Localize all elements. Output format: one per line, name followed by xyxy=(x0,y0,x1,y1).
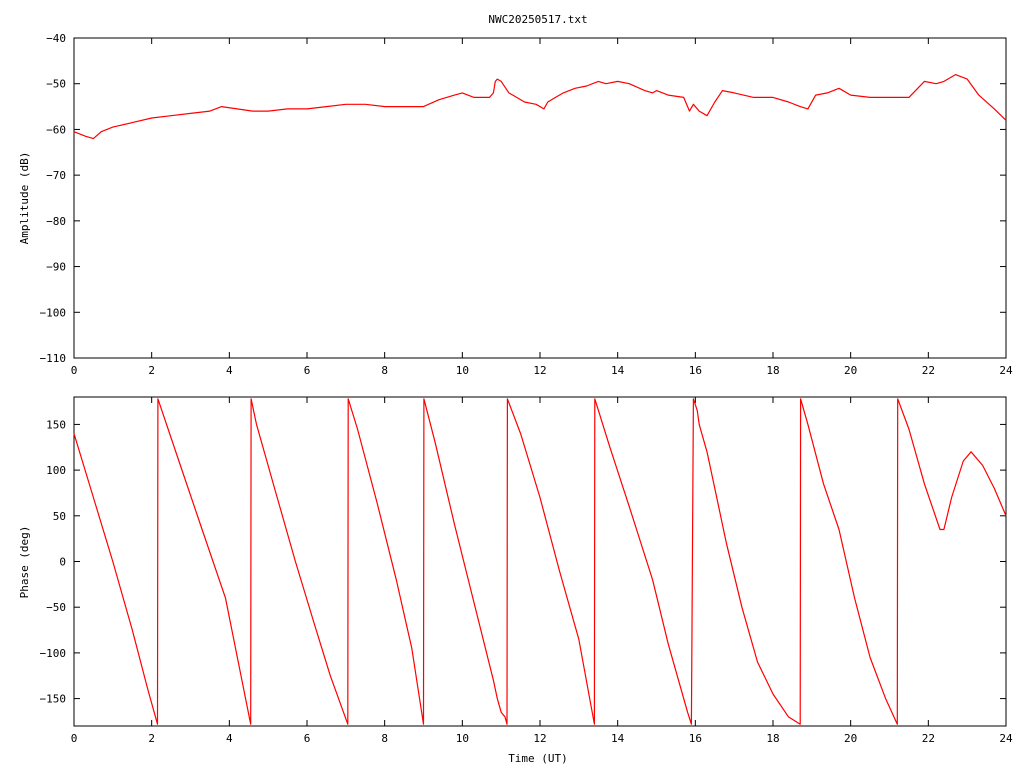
phase-x-tick-label: 10 xyxy=(456,732,469,745)
amplitude-x-tick-label: 18 xyxy=(766,364,779,377)
amplitude-y-axis-label: Amplitude (dB) xyxy=(18,152,31,245)
phase-x-tick-label: 22 xyxy=(922,732,935,745)
amplitude-x-tick-label: 14 xyxy=(611,364,625,377)
phase-y-tick-label: 100 xyxy=(46,464,66,477)
phase-series-line xyxy=(73,398,1007,725)
phase-x-tick-label: 12 xyxy=(533,732,546,745)
phase-y-tick-label: 150 xyxy=(46,418,66,431)
phase-x-axis-label: Time (UT) xyxy=(508,752,568,765)
amplitude-x-tick-label: 12 xyxy=(533,364,546,377)
phase-x-tick-label: 18 xyxy=(766,732,779,745)
phase-x-tick-label: 16 xyxy=(689,732,702,745)
phase-x-tick-label: 20 xyxy=(844,732,857,745)
amplitude-y-tick-label: −50 xyxy=(46,78,66,91)
phase-panel: Phase (deg) Time (UT) 0 2 4 6 8 10 12 14 16 18 20 2… xyxy=(18,396,1013,765)
phase-y-tick-label: −50 xyxy=(46,601,66,614)
amplitude-y-tick-label: −70 xyxy=(46,169,66,182)
amplitude-panel: Amplitude (dB) 0 2 4 6 8 10 12 14 16 18 20 22 24−110… xyxy=(18,32,1013,377)
amplitude-plot-frame xyxy=(73,37,1007,359)
amplitude-y-tick-label: −90 xyxy=(46,261,66,274)
phase-x-tick-label: 14 xyxy=(611,732,625,745)
phase-x-tick-label: 24 xyxy=(999,732,1013,745)
amplitude-x-tick-label: 24 xyxy=(999,364,1013,377)
phase-x-tick-label: 4 xyxy=(226,732,233,745)
phase-y-tick-label: −150 xyxy=(40,693,67,706)
phase-x-tick-label: 2 xyxy=(148,732,155,745)
amplitude-x-tick-label: 8 xyxy=(381,364,388,377)
phase-x-tick-label: 0 xyxy=(71,732,78,745)
phase-x-tick-label: 6 xyxy=(304,732,311,745)
amplitude-x-tick-label: 2 xyxy=(148,364,155,377)
amplitude-x-tick-label: 22 xyxy=(922,364,935,377)
phase-y-axis-label: Phase (deg) xyxy=(18,526,31,599)
phase-y-tick-label: −100 xyxy=(40,647,67,660)
amplitude-x-tick-label: 4 xyxy=(226,364,233,377)
amplitude-y-tick-label: −100 xyxy=(40,306,67,319)
amplitude-series-line xyxy=(73,74,1007,140)
amplitude-x-tick-label: 10 xyxy=(456,364,469,377)
chart-title: NWC20250517.txt xyxy=(488,13,587,26)
phase-y-tick-label: 50 xyxy=(53,510,66,523)
amplitude-x-tick-label: 16 xyxy=(689,364,702,377)
phase-y-tick-label: 0 xyxy=(59,556,66,569)
phase-x-tick-label: 8 xyxy=(381,732,388,745)
amplitude-x-tick-label: 6 xyxy=(304,364,311,377)
amplitude-series xyxy=(73,74,1007,140)
amplitude-x-tick-label: 0 xyxy=(71,364,78,377)
phase-plot-frame xyxy=(73,396,1007,727)
phase-ticks: 0 2 4 6 8 10 12 14 16 18 20 22 24−150−100−5005010015… xyxy=(40,397,1013,745)
amplitude-y-tick-label: −40 xyxy=(46,32,66,45)
amplitude-ticks: 0 2 4 6 8 10 12 14 16 18 20 22 24−110−100−90−80−70−6… xyxy=(40,32,1013,377)
amplitude-y-tick-label: −80 xyxy=(46,215,66,228)
amplitude-y-tick-label: −110 xyxy=(40,352,67,365)
amplitude-y-tick-label: −60 xyxy=(46,123,66,136)
phase-series xyxy=(73,398,1007,725)
amplitude-x-tick-label: 20 xyxy=(844,364,857,377)
